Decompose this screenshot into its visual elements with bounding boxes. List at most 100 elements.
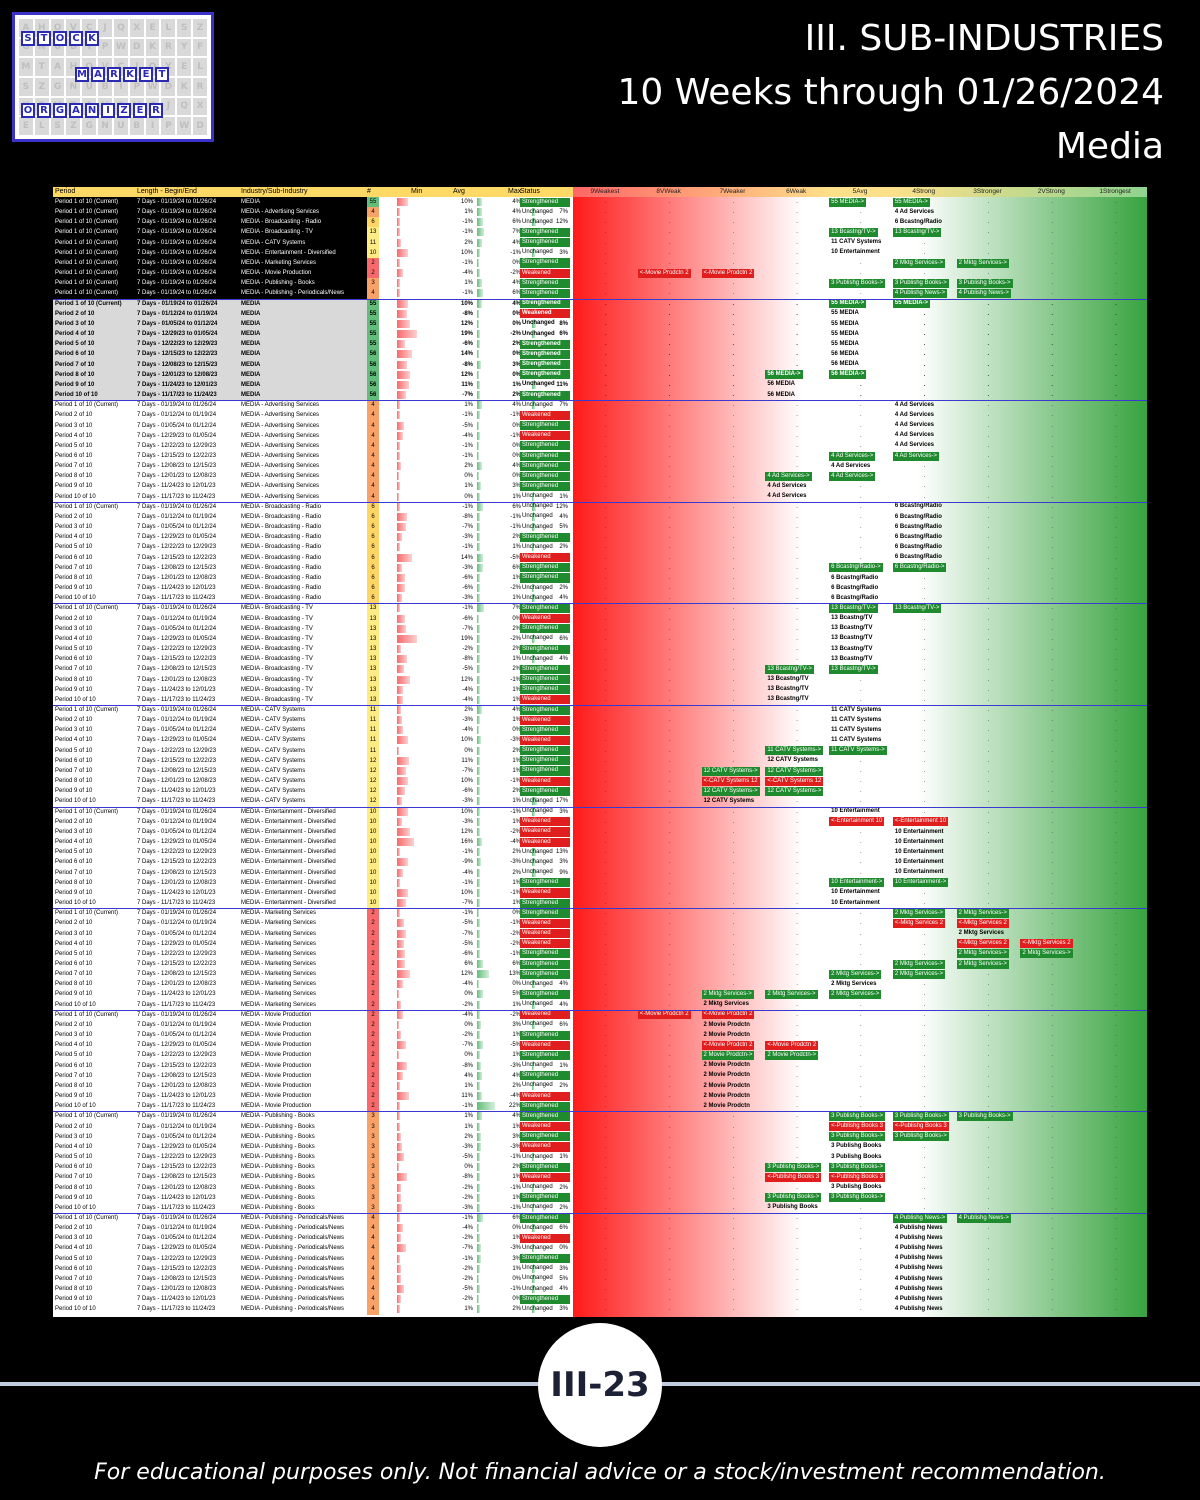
avg-value-cell: 7% xyxy=(512,605,521,612)
zone-placeholder-dot: . xyxy=(860,442,862,449)
zone-placeholder-dot: . xyxy=(732,1215,735,1221)
zone-placeholder-dot: . xyxy=(1115,1275,1117,1282)
zone-header[interactable]: 8VWeak xyxy=(656,188,681,195)
zone-tag: 10 Entertainment xyxy=(894,838,944,845)
zone-placeholder-dot: . xyxy=(604,361,607,368)
table-row: Period 8 of 10 7 Days - 12/01/23 to 12/08… xyxy=(53,877,1147,888)
zone-tag: 2 Movie Prodctn-> xyxy=(765,1051,819,1061)
zone-placeholder-dot: . xyxy=(860,839,862,846)
zone-header[interactable]: 1Strongest xyxy=(1099,188,1131,195)
zone-placeholder-dot: . xyxy=(1115,595,1117,602)
zone-placeholder-dot: . xyxy=(796,453,798,459)
zone-placeholder-dot: . xyxy=(1051,595,1053,602)
industry-cell: MEDIA - Marketing Services xyxy=(241,961,317,967)
value-bar xyxy=(532,401,536,410)
value-bar xyxy=(397,614,405,623)
zone-placeholder-dot: . xyxy=(1115,991,1117,998)
value-bar xyxy=(397,1031,401,1040)
avg-value-cell: 2% xyxy=(512,869,521,876)
avg-value-cell: 0% xyxy=(512,473,521,480)
table-row: Period 2 of 10 7 Days - 01/12/24 to 01/19… xyxy=(53,715,1147,726)
column-header[interactable]: Status xyxy=(520,188,540,195)
column-header[interactable]: Min xyxy=(411,188,423,195)
zone-header[interactable]: 5Avg xyxy=(852,188,868,195)
table-row: Period 6 of 10 7 Days - 12/15/23 to 12/22… xyxy=(53,654,1147,665)
status-badge: Strengthened xyxy=(520,898,570,908)
min-value-cell: 4% xyxy=(464,1072,473,1079)
value-bar xyxy=(477,238,482,247)
value-bar xyxy=(477,462,482,471)
zone-placeholder-dot: . xyxy=(604,544,607,551)
table-row: Period 8 of 10 7 Days - 12/01/23 to 12/08… xyxy=(53,471,1147,482)
table-row: Period 6 of 10 7 Days - 12/15/23 to 12/22… xyxy=(53,1263,1147,1274)
period-cell: Period 8 of 10 xyxy=(55,1184,93,1191)
logo-bg-letter: B xyxy=(129,117,144,135)
industry-cell: MEDIA - Broadcasting - Radio xyxy=(241,219,322,226)
zone-placeholder-dot: . xyxy=(860,696,862,703)
logo-letter: Z xyxy=(117,103,131,118)
zone-placeholder-dot: . xyxy=(860,1011,862,1018)
zone-placeholder-dot: . xyxy=(604,1093,607,1100)
value-bar xyxy=(397,228,400,237)
zone-placeholder-dot: . xyxy=(732,300,735,307)
value-bar xyxy=(477,909,479,918)
zone-header[interactable]: 6Weak xyxy=(786,188,807,195)
table-row: Period 3 of 10 7 Days - 01/05/24 to 01/12… xyxy=(53,522,1147,533)
value-bar xyxy=(397,279,400,288)
min-value-cell: -1% xyxy=(462,605,473,612)
period-cell: Period 1 of 10 (Current) xyxy=(55,503,119,510)
zone-placeholder-dot: . xyxy=(1051,463,1053,470)
min-value-cell: -2% xyxy=(462,1032,473,1039)
zone-header[interactable]: 2VStrong xyxy=(1037,188,1065,195)
zone-placeholder-dot: . xyxy=(796,1133,798,1140)
zone-placeholder-dot: . xyxy=(923,808,926,815)
logo-bg-letter: D xyxy=(129,38,144,57)
column-header[interactable]: # xyxy=(367,188,371,195)
zone-header[interactable]: 3Stronger xyxy=(973,188,1002,195)
zone-tag: 4 Publishg News xyxy=(894,1265,943,1272)
count-cell: 13 xyxy=(367,613,379,624)
period-cell: Period 3 of 10 xyxy=(55,727,93,734)
logo-bg-letter: J xyxy=(161,97,176,116)
zone-placeholder-dot: . xyxy=(732,717,735,724)
value-bar xyxy=(397,858,408,867)
zone-header[interactable]: 9Weakest xyxy=(590,188,620,195)
zone-placeholder-dot: . xyxy=(1115,808,1117,815)
table-row: Period 3 of 10 7 Days - 01/05/24 to 01/12… xyxy=(53,1131,1147,1142)
date-range-cell: 7 Days - 01/12/24 to 01/19/24 xyxy=(137,615,217,622)
column-header[interactable]: Avg xyxy=(453,188,465,195)
value-bar xyxy=(477,279,482,288)
zone-header[interactable]: 4Strong xyxy=(912,188,936,195)
zone-placeholder-dot: . xyxy=(796,656,798,663)
zone-placeholder-dot: . xyxy=(732,564,735,571)
zone-placeholder-dot: . xyxy=(1051,686,1053,693)
count-cell: 13 xyxy=(367,227,379,238)
column-header[interactable]: Max xyxy=(508,188,522,195)
column-header[interactable]: Period xyxy=(55,188,76,195)
status-badge: Weakened xyxy=(520,410,570,421)
count-cell: 55 xyxy=(367,329,379,340)
zone-placeholder-dot: . xyxy=(668,219,671,226)
avg-value-cell: 4% xyxy=(512,1072,521,1079)
zone-placeholder-dot: . xyxy=(923,1194,926,1201)
max-value-cell: 1% xyxy=(559,493,568,500)
min-value-cell: -5% xyxy=(462,940,473,947)
zone-placeholder-dot: . xyxy=(860,259,862,266)
date-range-cell: 7 Days - 12/22/23 to 12/29/23 xyxy=(137,849,217,856)
zone-placeholder-dot: . xyxy=(1115,310,1117,317)
zone-header[interactable]: 7Weaker xyxy=(719,188,746,195)
zone-placeholder-dot: . xyxy=(604,656,607,663)
zone-placeholder-dot: . xyxy=(604,1154,607,1161)
value-bar xyxy=(532,1081,535,1090)
column-header[interactable]: Industry/Sub-Industry xyxy=(241,188,308,195)
zone-placeholder-dot: . xyxy=(604,524,607,531)
column-header[interactable]: Length - Begin/End xyxy=(137,188,197,195)
status-badge: Strengthened xyxy=(520,197,570,207)
zone-placeholder-dot: . xyxy=(796,1021,798,1028)
min-value-cell: -3% xyxy=(462,1204,473,1211)
zone-tag: 2 Mktg Services-> xyxy=(829,969,882,979)
value-bar xyxy=(397,777,409,786)
value-bar xyxy=(477,482,482,491)
value-bar xyxy=(397,838,415,847)
zone-tag: <-Publishg Books 3 xyxy=(829,1172,885,1182)
